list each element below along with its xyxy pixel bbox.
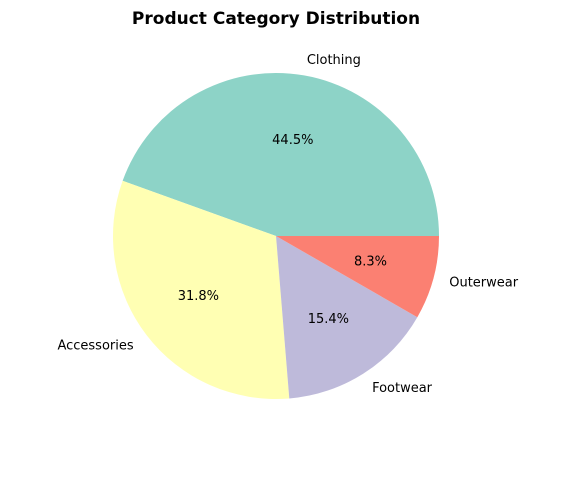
- pie-slice-clothing: [122, 73, 439, 236]
- pie-slice-accessories: [113, 180, 290, 400]
- slice-category-label: Clothing: [307, 53, 361, 68]
- slice-category-label: Outerwear: [449, 276, 519, 291]
- slice-percent-label: 31.8%: [178, 289, 219, 304]
- slice-percent-label: 15.4%: [308, 312, 349, 327]
- slice-category-label: Footwear: [372, 381, 433, 396]
- slice-percent-label: 8.3%: [354, 255, 387, 270]
- pie-slices: [113, 73, 439, 400]
- pie-slice-footwear: [276, 236, 418, 399]
- slice-category-label: Accessories: [57, 339, 133, 354]
- chart-title: Product Category Distribution: [132, 9, 420, 29]
- pie-labels: 44.5% Clothing 31.8% Accessories 15.4% Footwe…: [57, 53, 518, 396]
- pie-slice-outerwear: [276, 236, 439, 318]
- slice-percent-label: 44.5%: [272, 133, 313, 148]
